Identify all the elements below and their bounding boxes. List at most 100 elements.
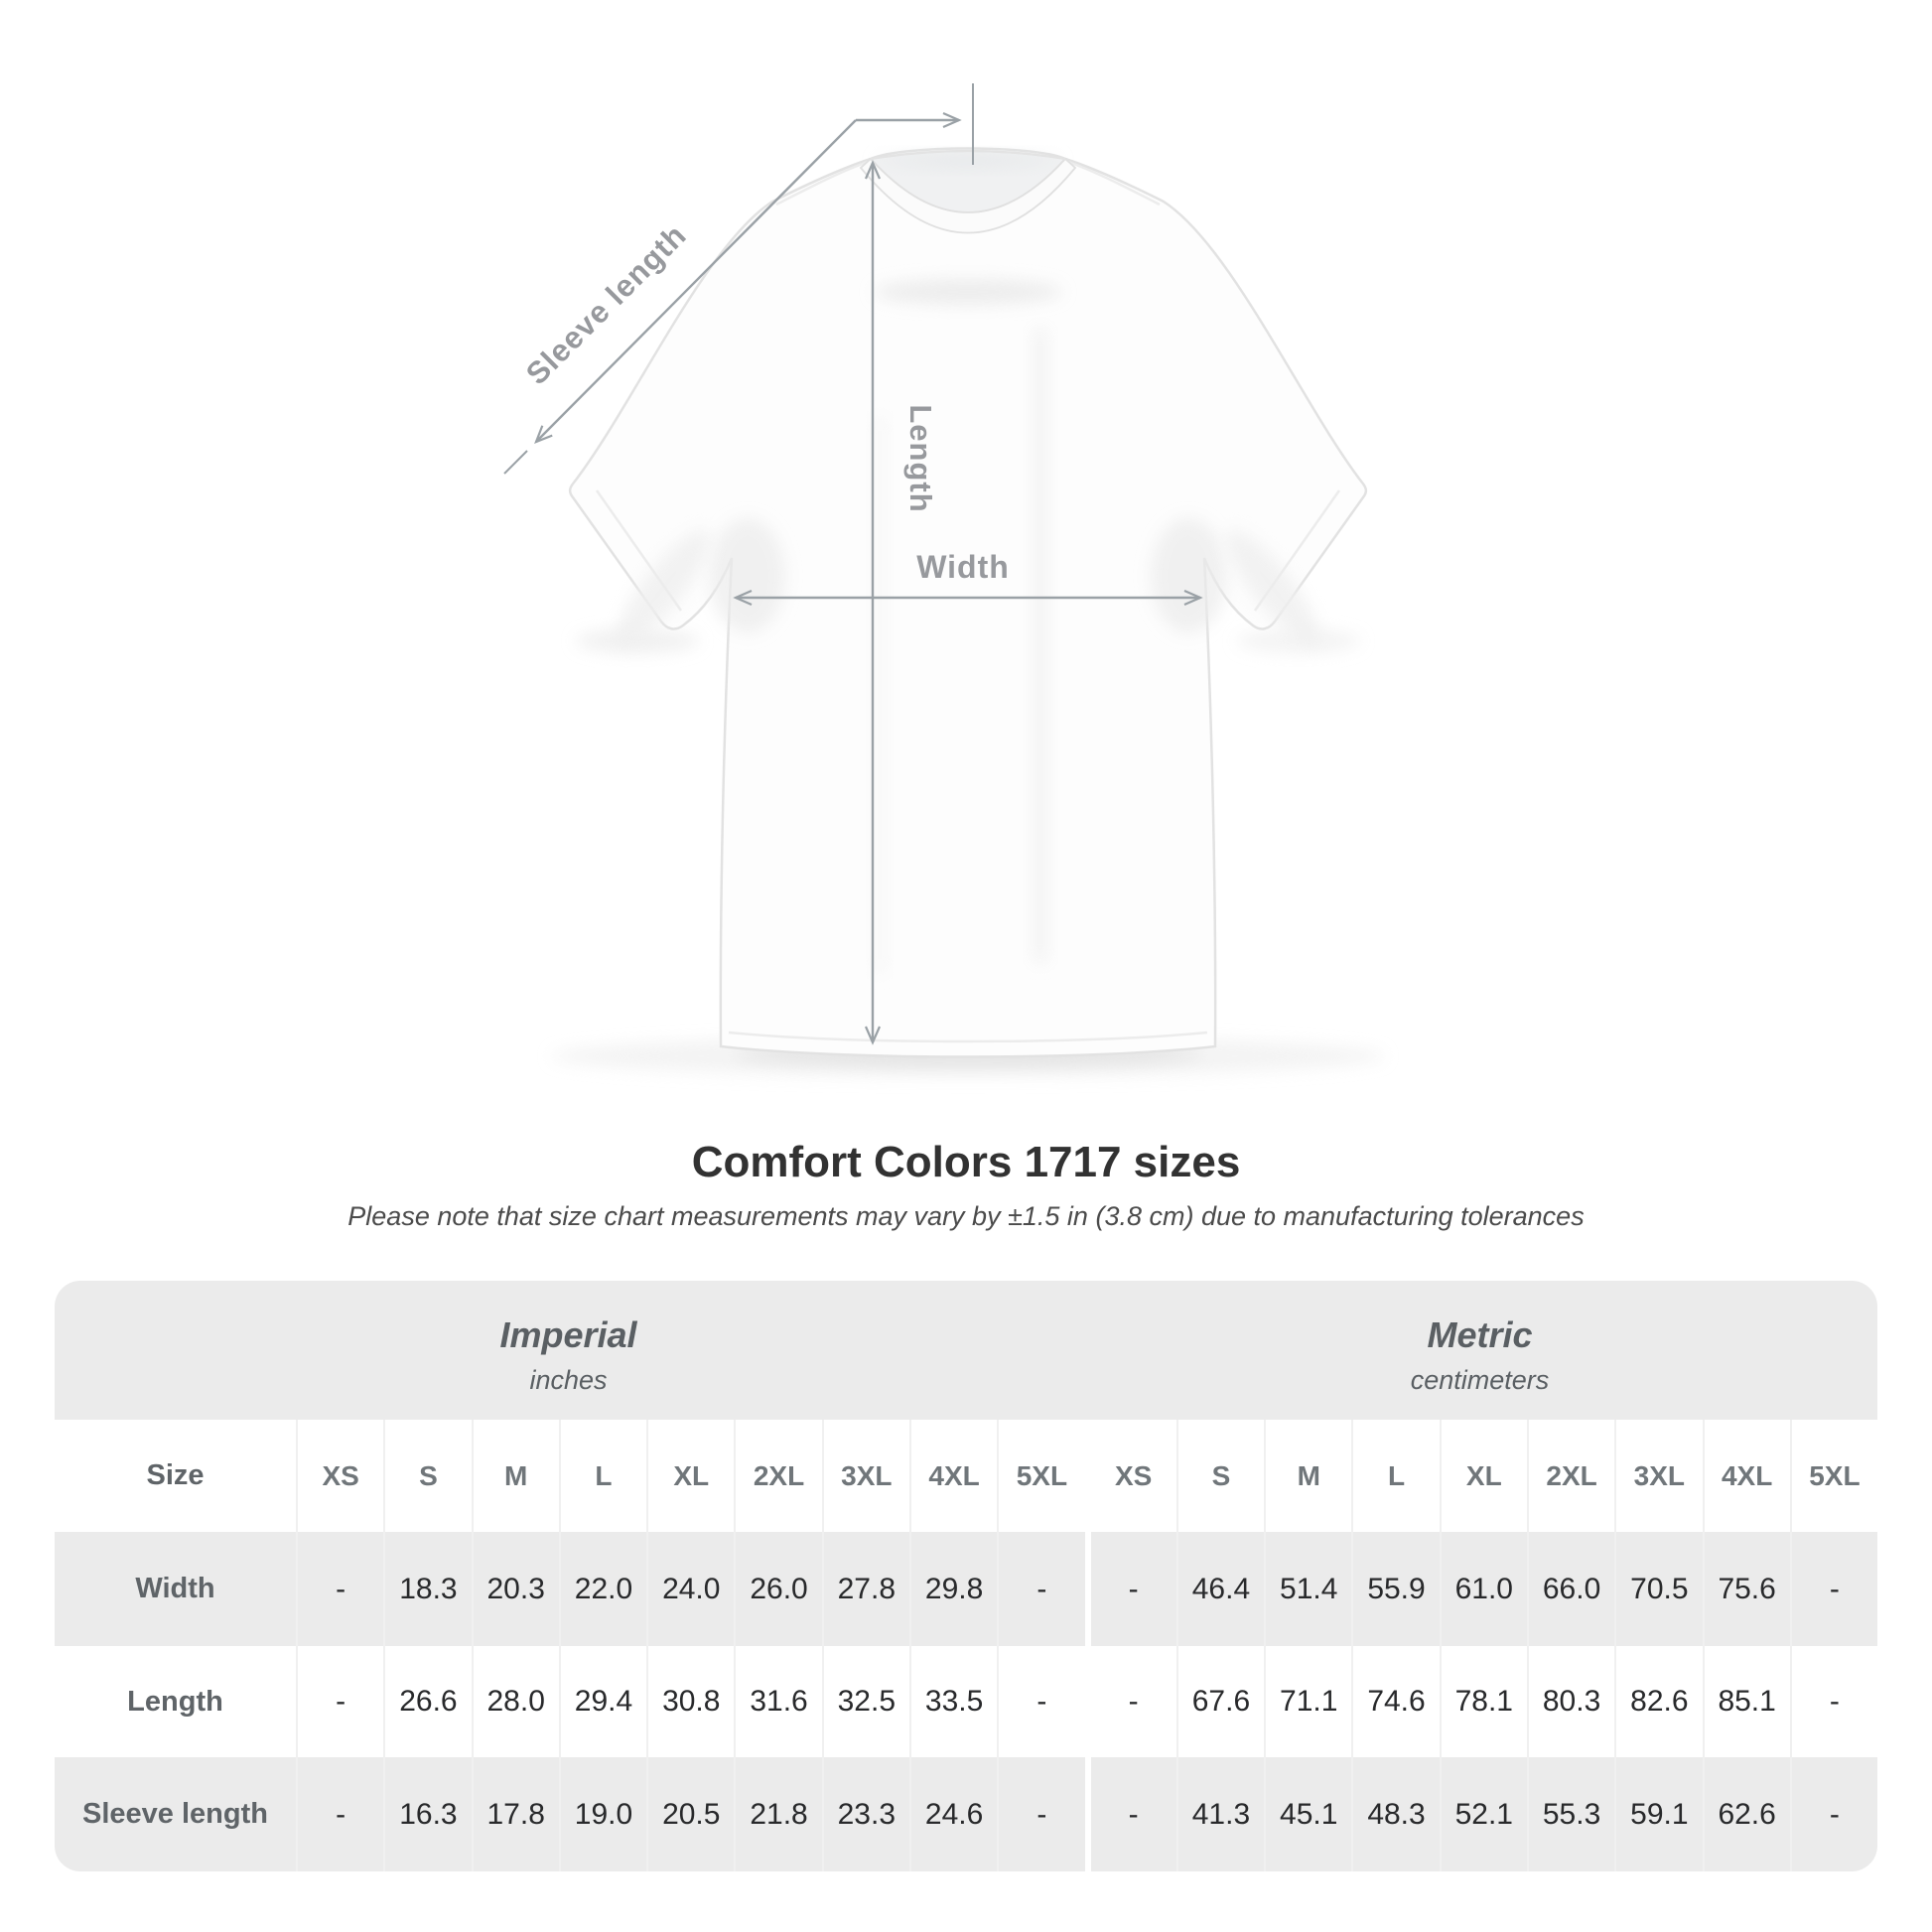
- size-header-cell: S: [383, 1420, 471, 1532]
- table-row-sleeve-length: Sleeve length - 16.3 17.8 19.0 20.5 21.8…: [55, 1757, 1877, 1871]
- unit-header-band: Imperial inches Metric centimeters: [55, 1281, 1877, 1420]
- value-cell: 41.3: [1175, 1757, 1264, 1871]
- value-cell: 78.1: [1439, 1646, 1527, 1757]
- tshirt-measurement-diagram: Sleeve length Length Width: [503, 83, 1385, 1076]
- value-cell: 70.5: [1614, 1532, 1702, 1646]
- tolerance-note: Please note that size chart measurements…: [347, 1200, 1585, 1231]
- size-header-cell: 3XL: [821, 1420, 909, 1532]
- value-cell: 82.6: [1614, 1646, 1702, 1757]
- measurement-annotations: [503, 83, 1203, 1045]
- metric-unit-header: Metric centimeters: [1082, 1305, 1877, 1396]
- value-cell: -: [1084, 1757, 1176, 1871]
- value-cell: 46.4: [1175, 1532, 1264, 1646]
- value-cell: -: [296, 1757, 383, 1871]
- size-header-cell: L: [558, 1420, 646, 1532]
- imperial-label: Imperial: [499, 1314, 637, 1355]
- table-row-length: Length - 26.6 28.0 29.4 30.8 31.6 32.5 3…: [55, 1646, 1877, 1757]
- size-header-cell: 2XL: [734, 1420, 821, 1532]
- value-cell: 51.4: [1264, 1532, 1351, 1646]
- imperial-unit: inches: [529, 1365, 608, 1395]
- value-cell: 22.0: [558, 1532, 646, 1646]
- value-cell: 17.8: [471, 1757, 559, 1871]
- value-cell: -: [1789, 1757, 1877, 1871]
- value-cell: 33.5: [908, 1646, 997, 1757]
- value-cell: 24.6: [908, 1757, 997, 1871]
- table-header-row: Size XS S M L XL 2XL 3XL 4XL 5XL XS S M …: [55, 1420, 1877, 1532]
- value-cell: 29.4: [558, 1646, 646, 1757]
- value-cell: -: [1084, 1532, 1176, 1646]
- size-header-cell: 2XL: [1526, 1420, 1614, 1532]
- value-cell: 23.3: [821, 1757, 909, 1871]
- value-cell: -: [1789, 1532, 1877, 1646]
- size-header-cell: L: [1351, 1420, 1439, 1532]
- table-body: Size XS S M L XL 2XL 3XL 4XL 5XL XS S M …: [55, 1420, 1877, 1871]
- size-chart-table: Imperial inches Metric centimeters Size …: [55, 1281, 1877, 1871]
- sleeve-end-tick: [503, 450, 528, 475]
- value-cell: -: [296, 1646, 383, 1757]
- value-cell: 26.0: [734, 1532, 821, 1646]
- imperial-unit-header: Imperial inches: [55, 1305, 1082, 1396]
- value-cell: 20.3: [471, 1532, 559, 1646]
- tshirt-diagram-svg: Sleeve length Length Width: [503, 83, 1385, 1076]
- value-cell: 24.0: [646, 1532, 734, 1646]
- value-cell: -: [296, 1532, 383, 1646]
- value-cell: 62.6: [1702, 1757, 1790, 1871]
- value-cell: -: [997, 1646, 1084, 1757]
- size-header-cell: M: [1264, 1420, 1351, 1532]
- width-label: Width: [916, 549, 1010, 585]
- value-cell: 20.5: [646, 1757, 734, 1871]
- size-header-cell: XS: [1084, 1420, 1176, 1532]
- value-cell: 16.3: [383, 1757, 471, 1871]
- value-cell: 26.6: [383, 1646, 471, 1757]
- value-cell: 48.3: [1351, 1757, 1439, 1871]
- value-cell: -: [997, 1757, 1084, 1871]
- value-cell: 55.9: [1351, 1532, 1439, 1646]
- value-cell: 71.1: [1264, 1646, 1351, 1757]
- row-label: Width: [135, 1573, 215, 1604]
- value-cell: 61.0: [1439, 1532, 1527, 1646]
- value-cell: 27.8: [821, 1532, 909, 1646]
- size-column-header: Size: [146, 1459, 205, 1491]
- size-header-cell: 5XL: [1789, 1420, 1877, 1532]
- size-header-cell: 4XL: [908, 1420, 997, 1532]
- value-cell: 66.0: [1526, 1532, 1614, 1646]
- value-cell: 55.3: [1526, 1757, 1614, 1871]
- length-label: Length: [903, 404, 938, 512]
- value-cell: 75.6: [1702, 1532, 1790, 1646]
- value-cell: 67.6: [1175, 1646, 1264, 1757]
- seam-lines: [595, 159, 1341, 1043]
- size-header-cell: 5XL: [997, 1420, 1084, 1532]
- value-cell: 74.6: [1351, 1646, 1439, 1757]
- value-cell: 52.1: [1439, 1757, 1527, 1871]
- caption-block: Comfort Colors 1717 sizes Please note th…: [0, 1138, 1932, 1232]
- value-cell: 21.8: [734, 1757, 821, 1871]
- size-header-cell: S: [1175, 1420, 1264, 1532]
- metric-unit: centimeters: [1410, 1365, 1550, 1395]
- size-header-cell: XS: [296, 1420, 383, 1532]
- row-label: Length: [127, 1685, 223, 1718]
- value-cell: 85.1: [1702, 1646, 1790, 1757]
- row-label: Sleeve length: [82, 1798, 268, 1830]
- value-cell: 31.6: [734, 1646, 821, 1757]
- tshirt-collar: [859, 149, 1077, 234]
- page-title: Comfort Colors 1717 sizes: [691, 1138, 1241, 1186]
- table-row-width: Width - 18.3 20.3 22.0 24.0 26.0 27.8 29…: [55, 1532, 1877, 1646]
- value-cell: 28.0: [471, 1646, 559, 1757]
- value-cell: 29.8: [908, 1532, 997, 1646]
- value-cell: 32.5: [821, 1646, 909, 1757]
- size-header-cell: 3XL: [1614, 1420, 1702, 1532]
- sleeve-length-arrow: [534, 119, 857, 444]
- value-cell: 19.0: [558, 1757, 646, 1871]
- size-header-cell: 4XL: [1702, 1420, 1790, 1532]
- value-cell: -: [1084, 1646, 1176, 1757]
- value-cell: -: [1789, 1646, 1877, 1757]
- value-cell: 18.3: [383, 1532, 471, 1646]
- tshirt-graphic: [568, 147, 1368, 1058]
- size-header-cell: M: [471, 1420, 559, 1532]
- size-header-cell: XL: [646, 1420, 734, 1532]
- size-header-cell: XL: [1439, 1420, 1527, 1532]
- value-cell: 30.8: [646, 1646, 734, 1757]
- metric-label: Metric: [1427, 1314, 1533, 1355]
- value-cell: 80.3: [1526, 1646, 1614, 1757]
- value-cell: 59.1: [1614, 1757, 1702, 1871]
